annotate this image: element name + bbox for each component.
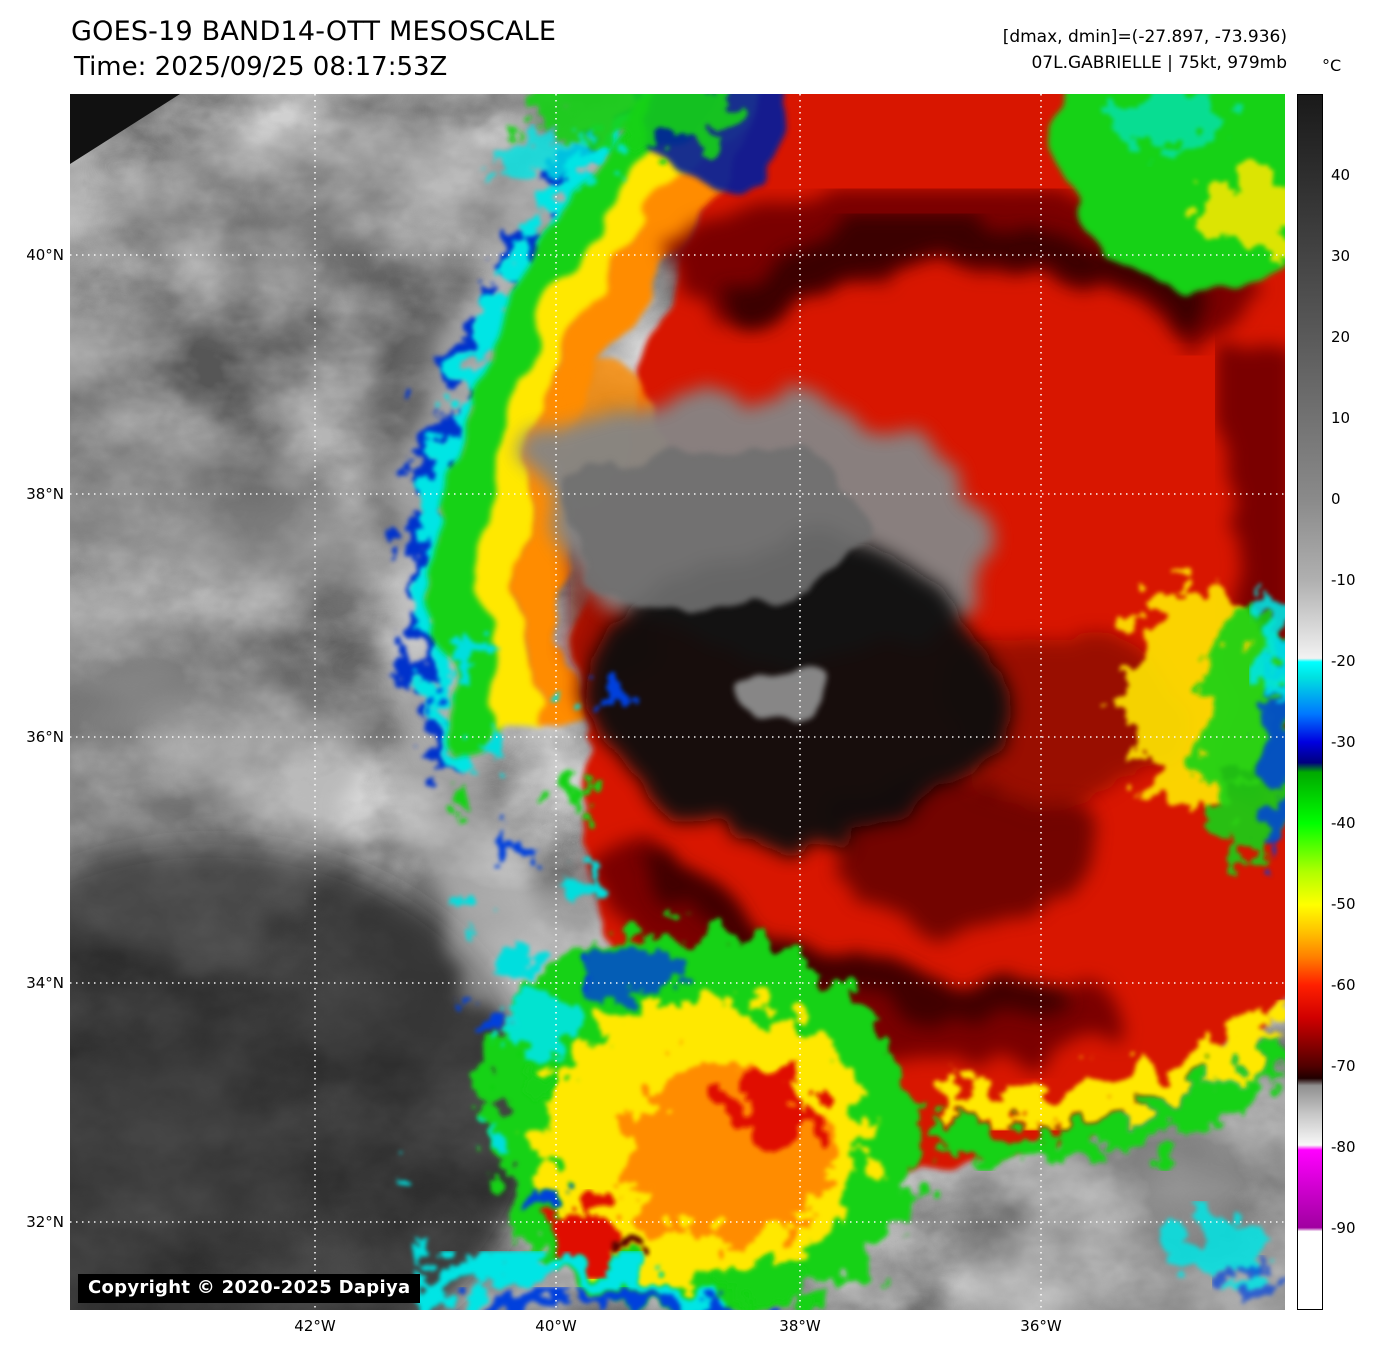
colorbar xyxy=(1297,94,1323,1310)
colorbar-tick: -30 xyxy=(1331,733,1356,751)
colorbar-tick: -70 xyxy=(1331,1057,1356,1075)
colorbar-tick: 40 xyxy=(1331,166,1351,184)
colorbar-tick: 20 xyxy=(1331,328,1351,346)
east-warm-tops xyxy=(1125,584,1285,864)
timestamp-label: Time: 2025/09/25 08:17:53Z xyxy=(74,52,448,82)
dmax-dmin-label: [dmax, dmin]=(-27.897, -73.936) xyxy=(1002,27,1287,47)
colorbar-tick: -40 xyxy=(1331,814,1356,832)
colorbar-tick: 0 xyxy=(1331,490,1341,508)
longitude-label: 40°W xyxy=(535,1317,577,1335)
colorbar-tick: -80 xyxy=(1331,1138,1356,1156)
longitude-label: 42°W xyxy=(294,1317,336,1335)
latitude-label: 34°N xyxy=(26,974,64,992)
latitude-label: 32°N xyxy=(26,1213,64,1231)
south-convective-cluster xyxy=(485,929,918,1310)
copyright-badge: Copyright © 2020-2025 Dapiya xyxy=(78,1274,421,1303)
longitude-label: 36°W xyxy=(1020,1317,1062,1335)
satellite-image xyxy=(70,94,1285,1310)
north-edge-features xyxy=(490,94,800,184)
colorbar-tick: -60 xyxy=(1331,976,1356,994)
west-speckle-field xyxy=(393,640,620,1257)
colorbar-tick: -50 xyxy=(1331,895,1356,913)
latitude-label: 40°N xyxy=(26,246,64,264)
page-title: GOES-19 BAND14-OTT MESOSCALE xyxy=(71,16,557,47)
colorbar-tick: -10 xyxy=(1331,571,1356,589)
south-shallow-band xyxy=(415,1219,1285,1310)
colorbar-tick: 10 xyxy=(1331,409,1351,427)
northeast-outflow xyxy=(1058,94,1285,289)
colorbar-tick: -90 xyxy=(1331,1219,1356,1237)
south-fringe xyxy=(936,1009,1285,1162)
latitude-label: 36°N xyxy=(26,728,64,746)
longitude-label: 38°W xyxy=(779,1317,821,1335)
colorbar-tick: -20 xyxy=(1331,652,1356,670)
latitude-label: 38°N xyxy=(26,485,64,503)
storm-info-label: 07L.GABRIELLE | 75kt, 979mb xyxy=(1031,53,1287,73)
colorbar-tick: 30 xyxy=(1331,247,1351,265)
satellite-map xyxy=(70,94,1285,1310)
colorbar-unit-label: °C xyxy=(1322,56,1342,75)
graticule xyxy=(70,94,1285,1310)
